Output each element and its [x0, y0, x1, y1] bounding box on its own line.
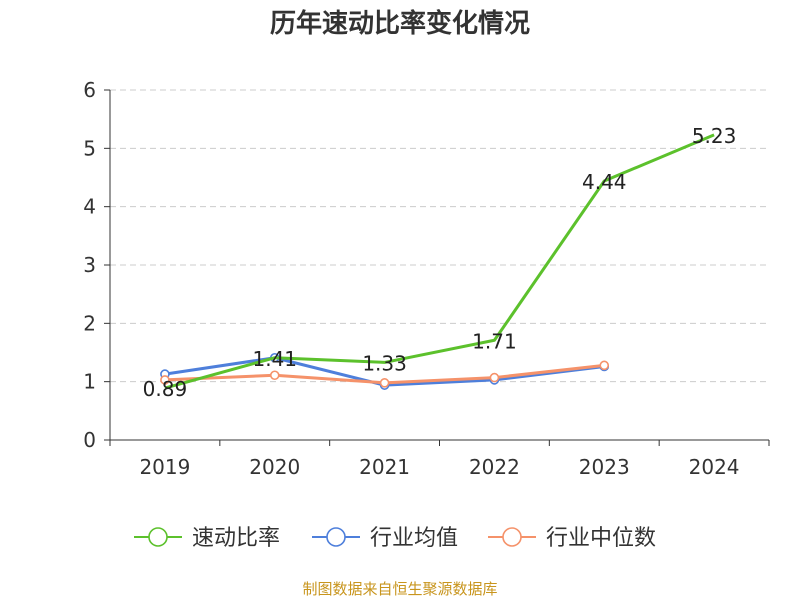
data-label: 1.33: [362, 351, 407, 375]
data-label: 4.44: [582, 170, 627, 194]
axes: 0 1 2 3 4 5 6 2019 2020 2021 2022 2023 2024: [83, 78, 770, 479]
grid: [110, 89, 769, 383]
data-label: 0.89: [143, 377, 188, 401]
data-label: 5.23: [692, 124, 737, 148]
series-point-2: [269, 370, 280, 381]
x-tick-label: 2020: [249, 455, 300, 479]
y-tick-label: 4: [83, 195, 96, 219]
data-labels: 0.89 1.41 1.33 1.71 4.44 5.23: [143, 124, 737, 401]
series-point-2: [599, 360, 610, 371]
legend-label: 行业中位数: [546, 526, 656, 551]
y-tick-label: 0: [83, 428, 96, 452]
x-tick-label: 2022: [469, 455, 520, 479]
series-layer: [160, 133, 715, 390]
legend-item-1[interactable]: 行业均值: [312, 526, 458, 551]
legend-swatch-marker: [326, 527, 346, 547]
legend-item-0[interactable]: 速动比率: [134, 526, 280, 551]
y-tick-label: 1: [83, 370, 96, 394]
series-point-2: [160, 375, 170, 385]
series-point-2: [489, 372, 500, 383]
legend-swatch-marker: [502, 527, 522, 547]
x-tick-label: 2024: [689, 455, 740, 479]
data-label: 1.41: [252, 347, 297, 371]
series-point-2: [379, 378, 390, 388]
source-footer: 制图数据来自恒生聚源数据库: [302, 580, 497, 598]
series-line-0: [164, 133, 715, 390]
x-tick-label: 2019: [139, 455, 190, 479]
y-tick-label: 5: [83, 136, 96, 160]
x-tick-label: 2023: [579, 455, 630, 479]
legend[interactable]: 速动比率 行业均值 行业中位数: [134, 526, 656, 551]
y-tick-label: 2: [83, 311, 96, 335]
data-label: 1.71: [472, 329, 517, 353]
legend-item-2[interactable]: 行业中位数: [488, 526, 656, 551]
chart-title: 历年速动比率变化情况: [270, 8, 530, 39]
x-tick-label: 2021: [359, 455, 410, 479]
legend-swatch-marker: [148, 527, 168, 547]
y-tick-label: 6: [83, 78, 96, 102]
legend-label: 速动比率: [192, 526, 280, 551]
y-tick-label: 3: [83, 253, 96, 277]
legend-label: 行业均值: [370, 526, 458, 551]
